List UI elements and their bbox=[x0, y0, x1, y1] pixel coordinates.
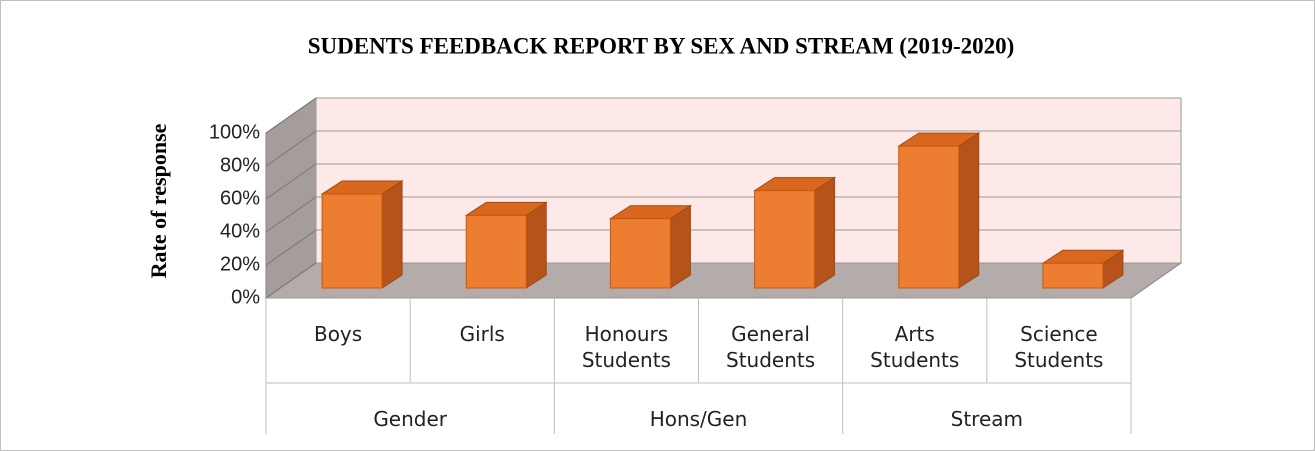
grid-line-side bbox=[265, 163, 317, 200]
y-tick-label: 40% bbox=[220, 220, 260, 242]
y-axis-label: Rate of response bbox=[146, 123, 171, 278]
bar-side bbox=[814, 176, 836, 289]
grid-line-side bbox=[265, 196, 317, 233]
bar-side bbox=[669, 204, 691, 289]
bar-front bbox=[898, 145, 960, 289]
bar-side bbox=[958, 132, 980, 289]
grid-line bbox=[265, 130, 1181, 167]
y-tick-label: 60% bbox=[220, 187, 260, 209]
bar-front bbox=[1042, 262, 1104, 289]
bar-front bbox=[609, 218, 671, 289]
group-label: Gender bbox=[373, 407, 448, 431]
grid-line-side bbox=[265, 262, 317, 299]
chart-title: SUDENTS FEEDBACK REPORT BY SEX AND STREA… bbox=[308, 33, 1015, 58]
bar-front bbox=[465, 214, 527, 289]
group-label: Stream bbox=[950, 407, 1023, 431]
back-wall bbox=[315, 97, 1182, 264]
group-label: Hons/Gen bbox=[649, 407, 748, 431]
grid-line-side bbox=[265, 130, 317, 167]
bar bbox=[1041, 249, 1125, 289]
grid-line bbox=[265, 97, 1181, 134]
bar-side bbox=[381, 180, 403, 289]
x-tick-label: General Students bbox=[726, 322, 816, 372]
bar bbox=[608, 204, 693, 289]
x-tick-label: Boys bbox=[313, 322, 363, 346]
grid-line bbox=[265, 163, 1181, 200]
grid-line-side bbox=[265, 229, 317, 266]
x-tick-label: Honours Students bbox=[581, 322, 671, 372]
bar-front bbox=[321, 193, 383, 289]
bar-front bbox=[754, 190, 816, 289]
bar bbox=[464, 201, 548, 289]
bar-side bbox=[525, 201, 547, 289]
bar bbox=[897, 132, 981, 289]
y-tick-label: 80% bbox=[220, 154, 260, 176]
x-tick-label: Arts Students bbox=[870, 322, 960, 372]
grid-line-side bbox=[265, 97, 317, 134]
x-tick-label: Science Students bbox=[1014, 322, 1104, 372]
grid-line bbox=[265, 196, 1181, 233]
grid-line bbox=[265, 229, 1181, 266]
bar bbox=[320, 180, 404, 289]
y-tick-label: 0% bbox=[231, 286, 260, 308]
bar bbox=[752, 176, 837, 289]
y-tick-label: 100% bbox=[209, 121, 260, 143]
x-tick-label: Girls bbox=[459, 322, 505, 346]
grid-line bbox=[265, 262, 1181, 299]
y-tick-label: 20% bbox=[220, 253, 260, 275]
